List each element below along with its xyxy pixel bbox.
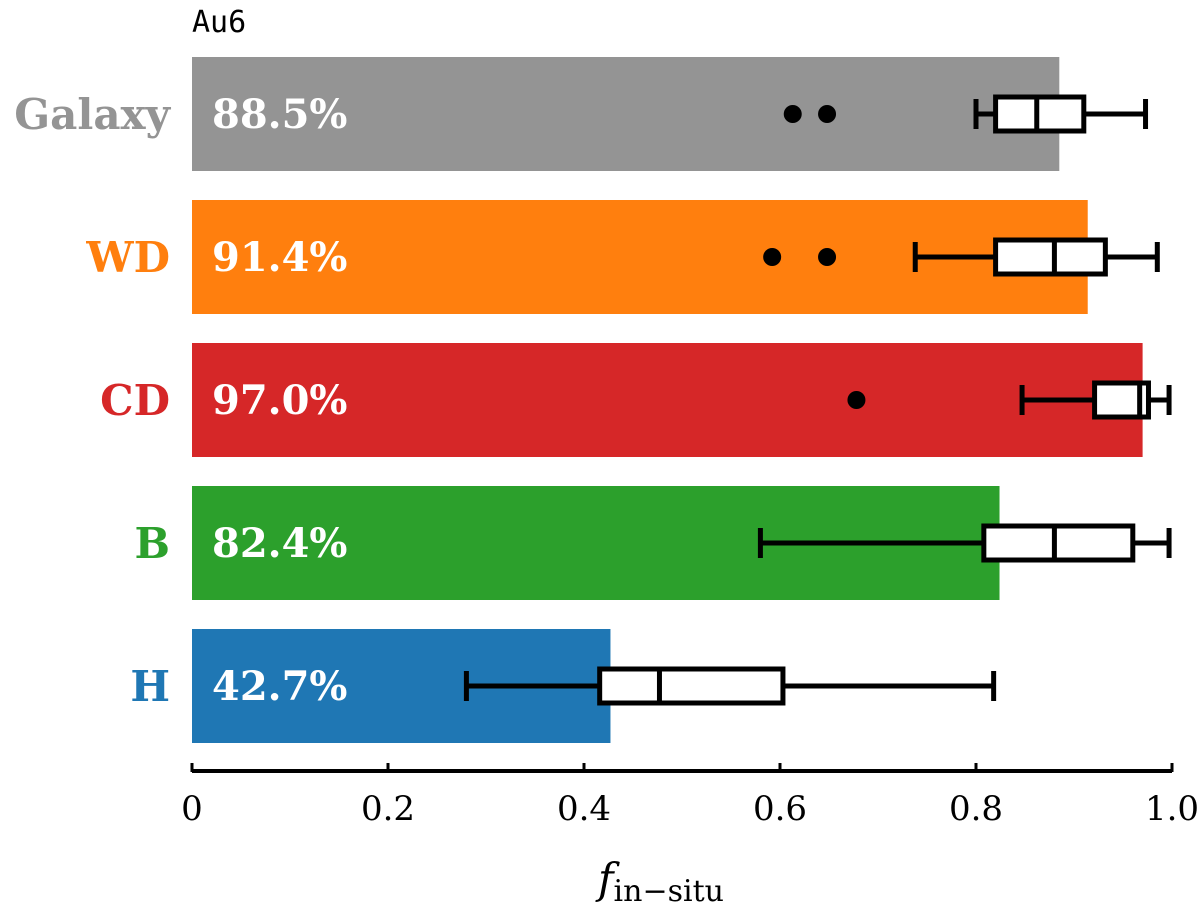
boxplot-h	[463, 666, 997, 706]
panel-title: Au6	[192, 5, 246, 40]
x-tick-label: 0.8	[949, 789, 1003, 829]
boxplot-cd	[847, 380, 1172, 420]
value-label-cd: 97.0%	[212, 377, 347, 424]
iqr-box	[597, 666, 786, 706]
category-label-wd: WD	[85, 233, 170, 282]
x-tick-label: 0.6	[753, 789, 807, 829]
outlier-point	[783, 105, 802, 123]
iqr-box	[993, 94, 1087, 134]
boxplot-wd	[763, 237, 1160, 277]
category-label-cd: CD	[100, 376, 170, 425]
category-label-h: H	[130, 662, 170, 711]
category-label-b: B	[135, 519, 171, 568]
outlier-point	[818, 105, 837, 123]
bar-galaxy	[192, 57, 1060, 171]
boxplot-b	[757, 523, 1172, 563]
x-tick-label: 0	[181, 789, 203, 829]
x-tick-label: 0.4	[557, 789, 611, 829]
value-label-wd: 91.4%	[212, 234, 347, 281]
bar-cd	[192, 343, 1143, 457]
value-label-galaxy: 88.5%	[212, 91, 347, 138]
outlier-point	[763, 248, 782, 266]
outlier-point	[818, 248, 837, 266]
iqr-box	[981, 523, 1136, 563]
x-axis-label-subscript: in−situ	[614, 874, 724, 909]
value-label-b: 82.4%	[212, 520, 347, 567]
outlier-point	[847, 391, 866, 409]
iqr-box	[993, 237, 1108, 277]
x-tick-label: 0.2	[361, 789, 415, 829]
x-axis: 0 0.2 0.4 0.6 0.8 1.0	[181, 763, 1199, 829]
x-axis-label: fin−situ	[595, 854, 724, 909]
boxplots-layer	[463, 94, 1172, 706]
bars-layer: Galaxy 88.5% WD 91.4% CD 97.0% B 82.4% H 42.7%	[14, 57, 1143, 743]
boxplot-galaxy	[783, 94, 1149, 134]
x-tick-label: 1.0	[1145, 789, 1199, 829]
value-label-h: 42.7%	[212, 663, 347, 710]
category-label-galaxy: Galaxy	[14, 90, 171, 139]
